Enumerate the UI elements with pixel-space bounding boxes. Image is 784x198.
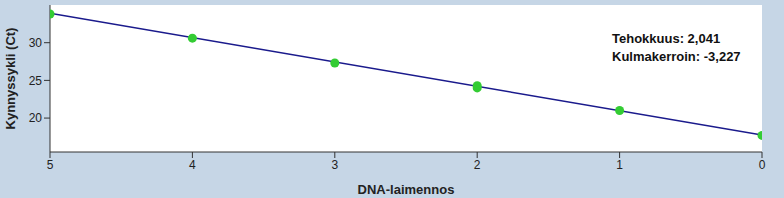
- svg-text:2: 2: [474, 158, 481, 172]
- svg-text:DNA-laimennos: DNA-laimennos: [358, 182, 455, 197]
- svg-text:3: 3: [331, 158, 338, 172]
- svg-text:5: 5: [47, 158, 54, 172]
- svg-text:30: 30: [29, 36, 43, 50]
- svg-text:1: 1: [616, 158, 623, 172]
- svg-text:Kynnyssykli (Ct): Kynnyssykli (Ct): [8, 28, 18, 130]
- html-text:Kulmakerroin: -3,227: Kulmakerroin: -3,227: [612, 49, 741, 64]
- svg-text:4: 4: [189, 158, 196, 172]
- svg-text:0: 0: [759, 158, 766, 172]
- svg-text:25: 25: [29, 74, 43, 88]
- html-text:Tehokkuus: 2,041: Tehokkuus: 2,041: [612, 31, 721, 46]
- svg-text:20: 20: [29, 111, 43, 125]
